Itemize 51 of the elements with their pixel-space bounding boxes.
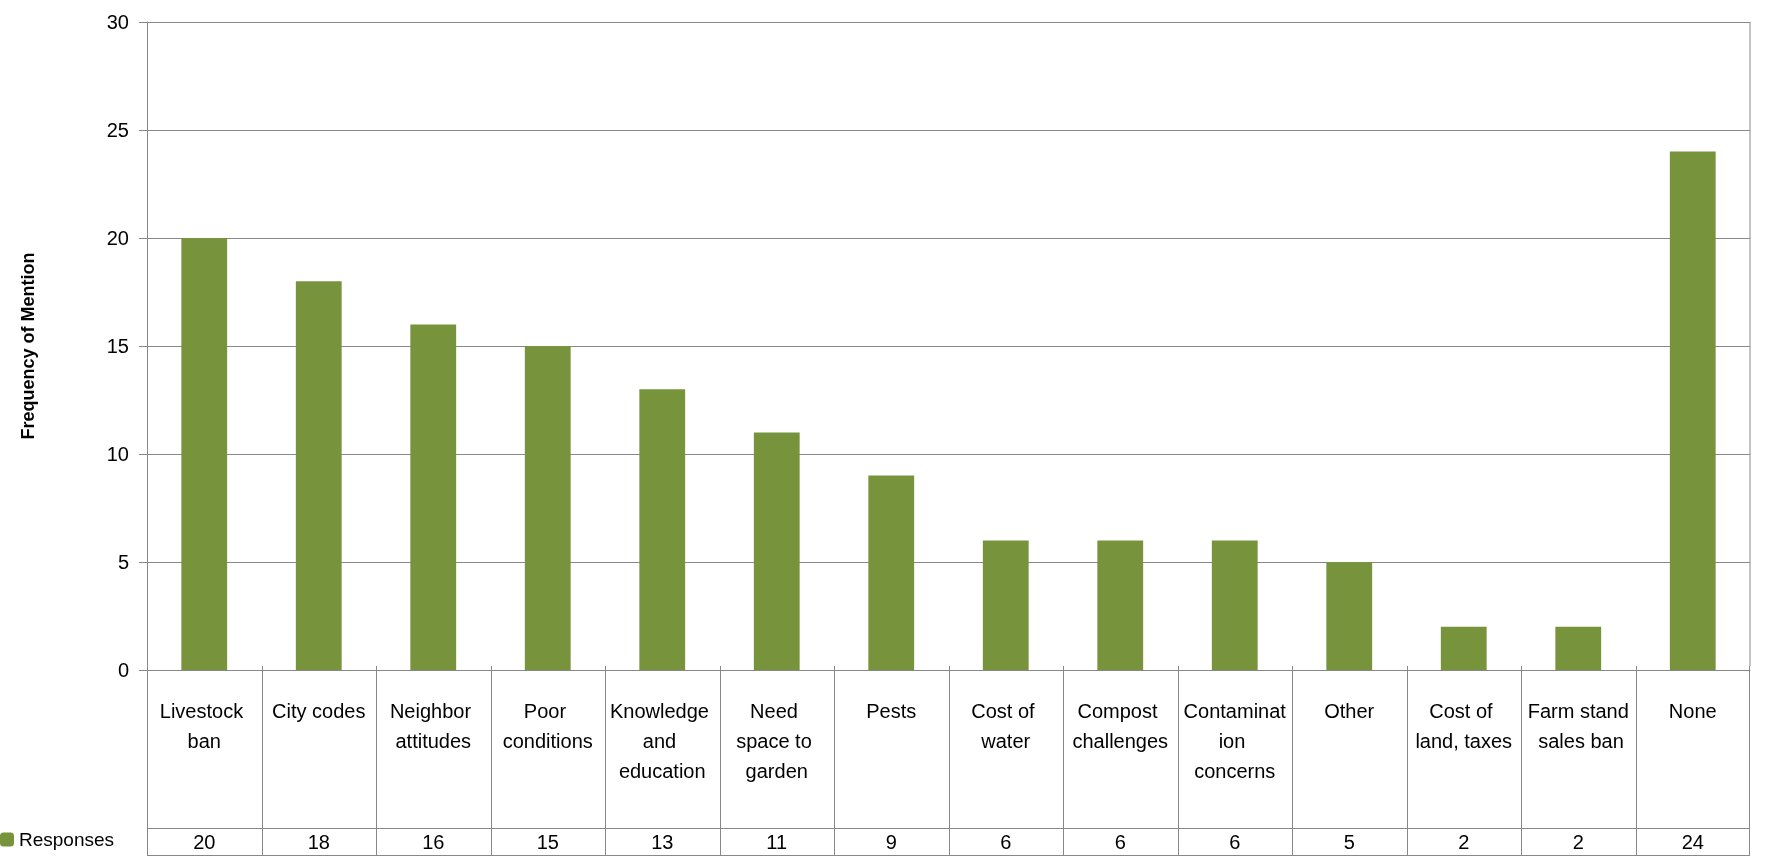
x-tick-label: Neighbor attitudes bbox=[389, 700, 477, 752]
bar bbox=[181, 238, 228, 670]
bar bbox=[1097, 540, 1144, 670]
x-tick-label: Cost of water bbox=[971, 700, 1041, 752]
y-tick-label: 10 bbox=[106, 443, 129, 465]
data-label: 6 bbox=[1228, 830, 1242, 854]
legend-label: Responses bbox=[19, 829, 115, 850]
data-label: 18 bbox=[306, 830, 331, 854]
y-tick-label: 5 bbox=[117, 551, 129, 573]
bar bbox=[753, 432, 800, 670]
data-label: 9 bbox=[884, 830, 898, 854]
bar bbox=[639, 389, 686, 670]
x-tick-label: Need space to garden bbox=[736, 700, 818, 782]
y-tick-label: 30 bbox=[106, 11, 129, 33]
bar bbox=[868, 475, 915, 670]
y-tick-label: 25 bbox=[106, 119, 129, 141]
bar bbox=[1669, 151, 1716, 670]
x-tick-label: Farm stand sales ban bbox=[1527, 700, 1629, 752]
bar bbox=[1440, 626, 1487, 670]
data-label: 16 bbox=[421, 830, 446, 854]
data-label: 20 bbox=[192, 830, 217, 854]
x-tick-label: Contamination concerns bbox=[1183, 700, 1287, 782]
x-tick-label: Knowledge and education bbox=[609, 700, 715, 782]
y-tick-label: 15 bbox=[106, 335, 129, 357]
x-tick-label: Poor conditions bbox=[502, 700, 593, 752]
x-tick-label: Cost of land, taxes bbox=[1415, 700, 1513, 752]
y-tick-label: 0 bbox=[117, 659, 129, 681]
bar bbox=[982, 540, 1029, 670]
bar bbox=[1211, 540, 1258, 670]
data-label: 13 bbox=[650, 830, 675, 854]
x-tick-label: None bbox=[1668, 700, 1717, 722]
y-tick-label: 20 bbox=[106, 227, 129, 249]
bar bbox=[1326, 562, 1373, 670]
data-label: 6 bbox=[1113, 830, 1127, 854]
data-label: 2 bbox=[1457, 830, 1471, 854]
x-tick-label: Compost challenges bbox=[1072, 700, 1169, 752]
bar bbox=[524, 346, 571, 670]
bar bbox=[410, 324, 457, 670]
x-tick-label: Livestock ban bbox=[159, 700, 249, 752]
bar bbox=[1555, 626, 1602, 670]
data-label: 15 bbox=[535, 830, 560, 854]
data-label: 24 bbox=[1680, 830, 1705, 854]
data-label: 2 bbox=[1571, 830, 1585, 854]
bar bbox=[295, 281, 342, 670]
data-label: 6 bbox=[999, 830, 1013, 854]
x-tick-label: City codes bbox=[272, 700, 366, 722]
x-tick-label: Other bbox=[1324, 700, 1375, 722]
x-tick-label: Pests bbox=[866, 700, 917, 722]
data-label: 5 bbox=[1342, 830, 1356, 854]
data-label: 11 bbox=[765, 830, 789, 854]
y-axis-title: Frequency of Mention bbox=[18, 252, 38, 440]
